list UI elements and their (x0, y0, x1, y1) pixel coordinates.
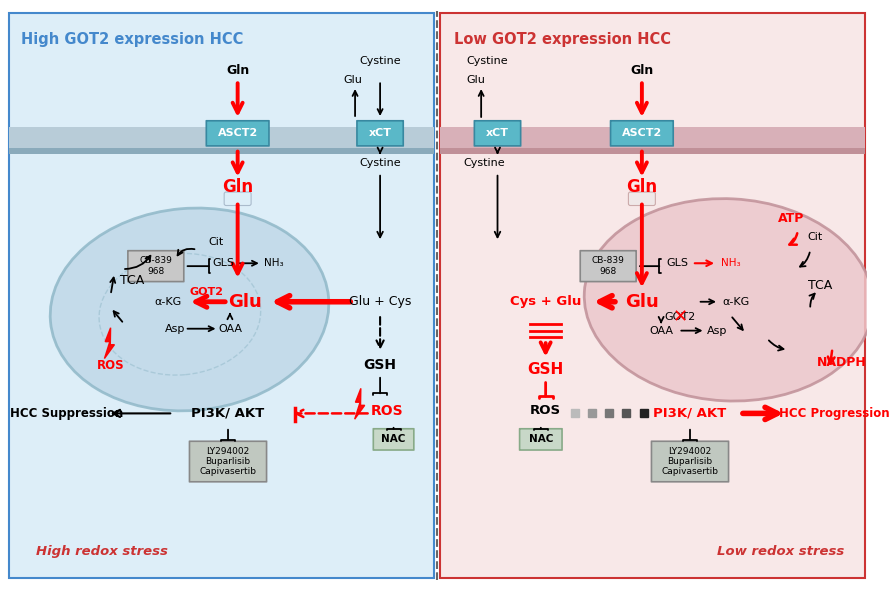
Text: TCA: TCA (120, 274, 144, 287)
Text: Low GOT2 expression HCC: Low GOT2 expression HCC (454, 33, 671, 47)
FancyBboxPatch shape (9, 148, 434, 154)
FancyBboxPatch shape (224, 192, 251, 206)
Text: α-KG: α-KG (722, 297, 750, 307)
FancyBboxPatch shape (9, 13, 434, 578)
Text: Cystine: Cystine (359, 158, 401, 168)
FancyBboxPatch shape (190, 441, 266, 482)
Text: Low redox stress: Low redox stress (717, 545, 844, 558)
Text: LY294002
Buparlisib
Capivasertib: LY294002 Buparlisib Capivasertib (662, 447, 719, 476)
Text: Cystine: Cystine (464, 158, 505, 168)
Text: xCT: xCT (486, 128, 509, 138)
Text: Glu: Glu (625, 293, 659, 311)
FancyBboxPatch shape (9, 126, 434, 148)
Text: ✕: ✕ (673, 308, 688, 326)
Text: ASCT2: ASCT2 (621, 128, 662, 138)
Text: PI3K/ AKT: PI3K/ AKT (191, 407, 265, 420)
Text: GOT2: GOT2 (665, 312, 696, 322)
Text: ROS: ROS (370, 404, 403, 417)
Text: Gln: Gln (627, 178, 657, 196)
Ellipse shape (585, 199, 873, 401)
Text: Gln: Gln (226, 64, 249, 77)
Text: Asp: Asp (164, 324, 185, 334)
Text: HCC Suppression: HCC Suppression (10, 407, 123, 420)
Text: GLS: GLS (212, 258, 234, 268)
Text: α-KG: α-KG (155, 297, 182, 307)
Text: ROS: ROS (530, 404, 561, 417)
FancyBboxPatch shape (374, 428, 414, 450)
Text: OAA: OAA (649, 326, 673, 336)
FancyBboxPatch shape (519, 428, 562, 450)
Text: High GOT2 expression HCC: High GOT2 expression HCC (21, 33, 243, 47)
Text: HCC Progression: HCC Progression (779, 407, 890, 420)
Text: NH₃: NH₃ (721, 258, 740, 268)
Text: NAC: NAC (382, 434, 406, 444)
Text: NADPH: NADPH (817, 356, 867, 369)
Text: Glu: Glu (343, 76, 363, 85)
FancyBboxPatch shape (440, 148, 865, 154)
Text: Cit: Cit (209, 237, 224, 247)
Text: NAC: NAC (528, 434, 553, 444)
Text: Cys + Glu: Cys + Glu (510, 296, 581, 309)
Text: ASCT2: ASCT2 (217, 128, 257, 138)
FancyBboxPatch shape (128, 251, 184, 281)
Text: CB-839
968: CB-839 968 (592, 256, 625, 276)
Text: Glu: Glu (229, 293, 262, 311)
Text: Cit: Cit (807, 232, 822, 242)
Text: ATP: ATP (778, 212, 805, 225)
FancyBboxPatch shape (207, 121, 269, 146)
Polygon shape (105, 328, 114, 359)
Text: Cystine: Cystine (359, 56, 401, 66)
Text: GSH: GSH (364, 358, 397, 372)
FancyBboxPatch shape (357, 121, 403, 146)
Text: Glu + Cys: Glu + Cys (349, 296, 411, 309)
FancyBboxPatch shape (440, 126, 865, 148)
Text: xCT: xCT (368, 128, 392, 138)
Text: Gln: Gln (630, 64, 654, 77)
Text: PI3K/ AKT: PI3K/ AKT (654, 407, 727, 420)
FancyBboxPatch shape (475, 121, 520, 146)
Ellipse shape (50, 208, 329, 411)
Text: NH₃: NH₃ (265, 258, 284, 268)
FancyBboxPatch shape (611, 121, 673, 146)
Text: ROS: ROS (97, 359, 124, 372)
Text: LY294002
Buparlisib
Capivasertib: LY294002 Buparlisib Capivasertib (199, 447, 257, 476)
FancyBboxPatch shape (580, 251, 637, 281)
FancyBboxPatch shape (440, 13, 865, 578)
Text: TCA: TCA (808, 279, 832, 292)
Text: Cystine: Cystine (467, 56, 509, 66)
Text: GOT2: GOT2 (190, 287, 224, 297)
Text: GLS: GLS (667, 258, 688, 268)
Text: Glu: Glu (467, 76, 485, 85)
FancyBboxPatch shape (628, 192, 655, 206)
Text: CB-839
968: CB-839 968 (139, 256, 173, 276)
Text: Gln: Gln (222, 178, 253, 196)
Text: Asp: Asp (707, 326, 727, 336)
Polygon shape (355, 388, 365, 419)
Text: OAA: OAA (218, 324, 242, 334)
Text: High redox stress: High redox stress (36, 545, 167, 558)
Text: GSH: GSH (527, 362, 564, 376)
FancyBboxPatch shape (652, 441, 729, 482)
